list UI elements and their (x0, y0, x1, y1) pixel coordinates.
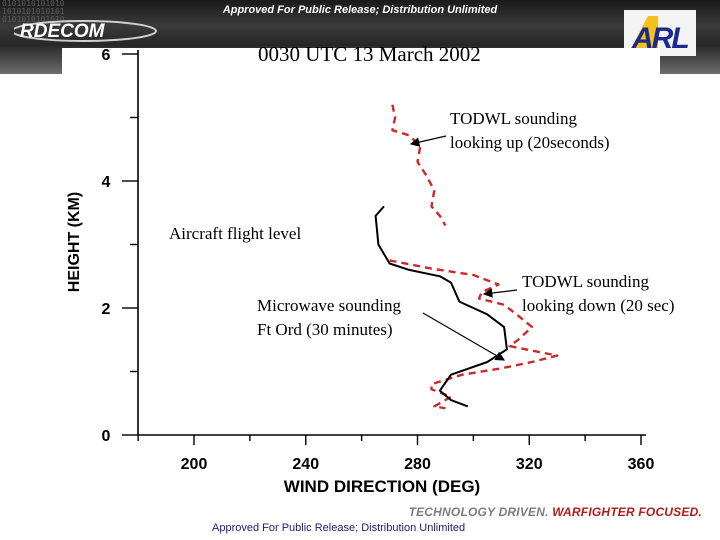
x-axis-label: WIND DIRECTION (DEG) (284, 477, 480, 496)
y-axis-label: HEIGHT (KM) (66, 192, 83, 292)
series-line-2 (389, 259, 559, 410)
annotation-todwl-up: TODWL sounding looking up (20seconds) (450, 109, 610, 152)
annotation-todwl-down: TODWL sounding looking down (20 sec) (522, 272, 675, 315)
chart-title: 0030 UTC 13 March 2002 (258, 42, 481, 66)
release-notice-top: Approved For Public Release; Distributio… (222, 4, 498, 16)
x-tick-label: 360 (628, 456, 655, 473)
slide-header: 0101010101010 1010101010101 010101010101… (0, 0, 720, 46)
arrow-microwave (422, 312, 506, 361)
binary-decoration: 0101010101010 1010101010101 010101010101… (2, 0, 65, 24)
x-tick-label: 200 (181, 456, 208, 473)
arrow-todwl-up (409, 135, 447, 147)
release-notice-bottom: Approved For Public Release; Distributio… (212, 522, 466, 534)
arrow-todwl-down (482, 288, 518, 298)
y-tick-label: 2 (102, 301, 111, 318)
tagline: TECHNOLOGY DRIVEN. WARFIGHTER FOCUSED. (409, 505, 702, 519)
x-tick-label: 240 (292, 456, 319, 473)
y-tick-label: 6 (102, 47, 111, 64)
y-tick-label: 4 (102, 174, 111, 191)
annotation-aircraft-flight-level: Aircraft flight level (169, 224, 302, 243)
x-tick-label: 280 (404, 456, 431, 473)
x-tick-label: 320 (516, 456, 543, 473)
series-line-1 (391, 104, 447, 227)
y-tick-label: 0 (102, 428, 111, 445)
tagline-technology-driven: TECHNOLOGY DRIVEN. (408, 505, 549, 519)
rdecom-logo: RDECOM (14, 20, 157, 42)
annotation-microwave: Microwave sounding Ft Ord (30 minutes) (257, 296, 402, 339)
rdecom-logo-text: RDECOM (20, 21, 106, 42)
tagline-warfighter-focused: WARFIGHTER FOCUSED. (552, 505, 702, 519)
series-line-3 (374, 205, 508, 408)
plot-area (62, 48, 660, 530)
